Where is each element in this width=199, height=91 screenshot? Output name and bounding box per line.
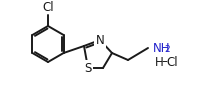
Text: 2: 2 — [165, 46, 170, 55]
Text: H: H — [155, 56, 164, 69]
Text: Cl: Cl — [42, 1, 54, 14]
Text: NH: NH — [153, 41, 171, 55]
Text: Cl: Cl — [166, 56, 178, 69]
Text: S: S — [84, 62, 92, 75]
Text: N: N — [96, 33, 104, 47]
Text: –: – — [162, 56, 167, 69]
